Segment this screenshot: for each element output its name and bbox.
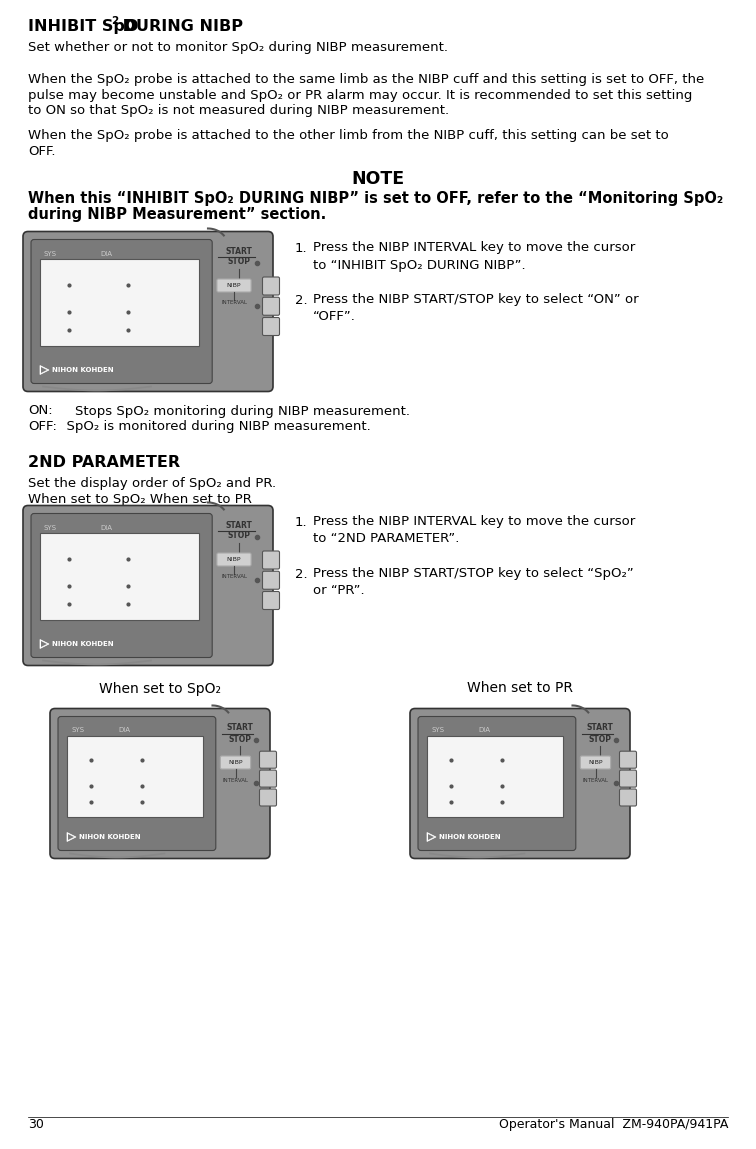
- Text: during NIBP Measurement” section.: during NIBP Measurement” section.: [28, 208, 327, 223]
- FancyBboxPatch shape: [50, 709, 270, 858]
- Polygon shape: [40, 365, 49, 375]
- Text: START: START: [587, 724, 613, 733]
- FancyBboxPatch shape: [217, 553, 251, 566]
- Text: pulse may become unstable and SpO₂ or PR alarm may occur. It is recommended to s: pulse may become unstable and SpO₂ or PR…: [28, 88, 692, 101]
- FancyBboxPatch shape: [220, 756, 251, 769]
- Text: Press the NIBP INTERVAL key to move the cursor
to “INHIBIT SpO₂ DURING NIBP”.: Press the NIBP INTERVAL key to move the …: [313, 241, 635, 271]
- FancyBboxPatch shape: [259, 751, 277, 769]
- Text: INTERVAL: INTERVAL: [583, 778, 609, 782]
- Text: When this “INHIBIT SpO₂ DURING NIBP” is set to OFF, refer to the “Monitoring SpO: When this “INHIBIT SpO₂ DURING NIBP” is …: [28, 191, 723, 206]
- FancyBboxPatch shape: [418, 717, 576, 850]
- Text: START: START: [226, 520, 253, 530]
- Text: NIBP: NIBP: [227, 557, 241, 562]
- Text: NIBP: NIBP: [588, 759, 603, 765]
- Text: When set to SpO₂ When set to PR: When set to SpO₂ When set to PR: [28, 493, 252, 506]
- FancyBboxPatch shape: [67, 735, 203, 817]
- Text: OFF.: OFF.: [28, 145, 55, 159]
- Text: STOP: STOP: [228, 257, 251, 267]
- FancyBboxPatch shape: [31, 239, 212, 384]
- Text: NIHON KOHDEN: NIHON KOHDEN: [52, 641, 113, 647]
- Polygon shape: [68, 834, 74, 840]
- Text: STOP: STOP: [228, 734, 251, 743]
- Text: DIA: DIA: [101, 250, 113, 256]
- Text: SYS: SYS: [44, 250, 57, 256]
- Text: DIA: DIA: [479, 727, 491, 733]
- Text: DIA: DIA: [101, 524, 113, 531]
- Text: 2.: 2.: [295, 293, 308, 307]
- Text: SpO₂ is monitored during NIBP measurement.: SpO₂ is monitored during NIBP measuremen…: [58, 421, 370, 433]
- Text: SYS: SYS: [71, 727, 84, 733]
- Text: to ON so that SpO₂ is not measured during NIBP measurement.: to ON so that SpO₂ is not measured durin…: [28, 105, 449, 117]
- Text: INHIBIT SpO: INHIBIT SpO: [28, 20, 138, 34]
- FancyBboxPatch shape: [262, 571, 280, 589]
- FancyBboxPatch shape: [619, 789, 637, 805]
- FancyBboxPatch shape: [262, 298, 280, 315]
- Text: INTERVAL: INTERVAL: [221, 574, 247, 579]
- Text: NIHON KOHDEN: NIHON KOHDEN: [439, 834, 500, 840]
- FancyBboxPatch shape: [23, 231, 273, 392]
- Text: 1.: 1.: [295, 241, 308, 254]
- FancyBboxPatch shape: [262, 592, 280, 609]
- Polygon shape: [41, 367, 47, 373]
- Text: OFF:: OFF:: [28, 421, 57, 433]
- FancyBboxPatch shape: [31, 514, 212, 657]
- Text: Press the NIBP INTERVAL key to move the cursor
to “2ND PARAMETER”.: Press the NIBP INTERVAL key to move the …: [313, 516, 635, 546]
- Text: Press the NIBP START/STOP key to select “ON” or
“OFF”.: Press the NIBP START/STOP key to select …: [313, 293, 639, 324]
- FancyBboxPatch shape: [619, 770, 637, 787]
- FancyBboxPatch shape: [619, 751, 637, 769]
- Polygon shape: [67, 833, 76, 841]
- Text: INTERVAL: INTERVAL: [222, 778, 249, 782]
- Text: ON:: ON:: [28, 404, 53, 417]
- Text: DIA: DIA: [119, 727, 131, 733]
- Polygon shape: [41, 641, 47, 647]
- FancyBboxPatch shape: [262, 317, 280, 336]
- Text: NOTE: NOTE: [352, 170, 404, 188]
- Text: When set to PR: When set to PR: [467, 681, 573, 695]
- FancyBboxPatch shape: [40, 259, 199, 346]
- Polygon shape: [428, 834, 434, 840]
- FancyBboxPatch shape: [259, 770, 277, 787]
- FancyBboxPatch shape: [259, 789, 277, 805]
- Text: STOP: STOP: [228, 532, 251, 540]
- Text: Set the display order of SpO₂ and PR.: Set the display order of SpO₂ and PR.: [28, 477, 276, 489]
- Text: Operator's Manual  ZM-940PA/941PA: Operator's Manual ZM-940PA/941PA: [499, 1118, 728, 1131]
- Text: 2: 2: [111, 16, 118, 26]
- Text: NIHON KOHDEN: NIHON KOHDEN: [79, 834, 141, 840]
- Text: Press the NIBP START/STOP key to select “SpO₂”
or “PR”.: Press the NIBP START/STOP key to select …: [313, 568, 634, 597]
- Text: SYS: SYS: [431, 727, 444, 733]
- Text: 2ND PARAMETER: 2ND PARAMETER: [28, 455, 180, 470]
- Polygon shape: [427, 833, 436, 841]
- Text: START: START: [226, 724, 253, 733]
- FancyBboxPatch shape: [40, 532, 199, 619]
- FancyBboxPatch shape: [410, 709, 630, 858]
- FancyBboxPatch shape: [58, 717, 215, 850]
- Text: NIBP: NIBP: [228, 759, 243, 765]
- Text: When the SpO₂ probe is attached to the other limb from the NIBP cuff, this setti: When the SpO₂ probe is attached to the o…: [28, 130, 669, 142]
- Polygon shape: [40, 640, 49, 648]
- Text: 30: 30: [28, 1118, 44, 1131]
- Text: NIBP: NIBP: [227, 283, 241, 288]
- FancyBboxPatch shape: [427, 735, 562, 817]
- Text: SYS: SYS: [44, 524, 57, 531]
- Text: STOP: STOP: [588, 734, 612, 743]
- Text: Stops SpO₂ monitoring during NIBP measurement.: Stops SpO₂ monitoring during NIBP measur…: [58, 404, 410, 417]
- Text: DURING NIBP: DURING NIBP: [117, 20, 243, 34]
- Text: When set to SpO₂: When set to SpO₂: [99, 681, 221, 695]
- Text: NIHON KOHDEN: NIHON KOHDEN: [52, 367, 113, 373]
- Text: When the SpO₂ probe is attached to the same limb as the NIBP cuff and this setti: When the SpO₂ probe is attached to the s…: [28, 74, 705, 86]
- FancyBboxPatch shape: [23, 506, 273, 665]
- Text: Set whether or not to monitor SpO₂ during NIBP measurement.: Set whether or not to monitor SpO₂ durin…: [28, 41, 448, 54]
- FancyBboxPatch shape: [581, 756, 611, 769]
- FancyBboxPatch shape: [262, 277, 280, 295]
- Text: START: START: [226, 247, 253, 255]
- Text: 2.: 2.: [295, 568, 308, 580]
- Text: INTERVAL: INTERVAL: [221, 301, 247, 306]
- FancyBboxPatch shape: [262, 552, 280, 569]
- FancyBboxPatch shape: [217, 279, 251, 292]
- Text: 1.: 1.: [295, 516, 308, 529]
